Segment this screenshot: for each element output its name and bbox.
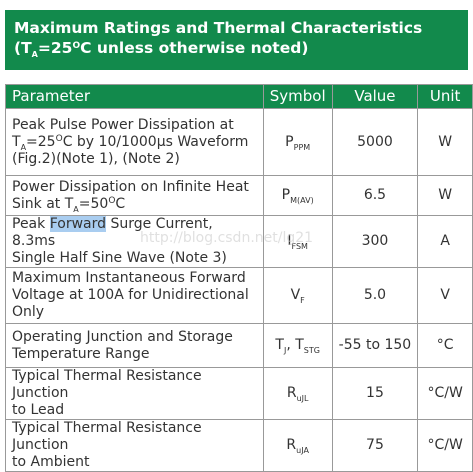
l: to Lead (12, 402, 65, 418)
t: P (281, 187, 291, 203)
t: Peak (12, 216, 50, 232)
unit: A (417, 215, 473, 268)
subtitle: (TA=25OC unless otherwise noted) (14, 38, 468, 59)
unit: °C (417, 323, 473, 368)
sup: O (72, 41, 81, 51)
t: R (286, 385, 297, 401)
col: Symbol (262, 84, 333, 109)
sub: STG (303, 346, 320, 355)
sym: VF (262, 267, 333, 324)
sub: FSM (291, 242, 308, 251)
value: 15 (331, 367, 419, 420)
watermark: http://blog.csdn.net/lg21 (140, 230, 314, 246)
sub: A (31, 50, 38, 59)
param: Maximum Instantaneous Forward Voltage at … (5, 267, 264, 324)
value: 5000 (331, 108, 419, 176)
l: Single Half Sine Wave (Note 3) (12, 250, 227, 266)
table: Parameter Symbol Value Unit Peak Pulse Powe… (5, 84, 473, 472)
l: TA=25OC by 10/1000µs Waveform (12, 133, 257, 152)
t: , T (286, 337, 304, 353)
sub: A (20, 142, 27, 152)
t: (T (14, 39, 32, 57)
l: (Fig.2)(Note 1), (Note 2) (12, 150, 180, 167)
t: T (275, 337, 284, 353)
t: V (290, 287, 301, 303)
col: Value (331, 84, 419, 109)
l: Only (12, 304, 45, 320)
unit: °C/W (417, 367, 473, 420)
l: to Ambient (12, 454, 90, 470)
t: T (12, 133, 21, 150)
sym: PM(AV) (262, 175, 333, 216)
unit: W (417, 108, 473, 176)
param: Operating Junction and Storage Temperatur… (5, 323, 264, 368)
l: Maximum Instantaneous Forward (12, 270, 246, 286)
l: Typical Thermal Resistance Junction (12, 420, 202, 453)
col: Unit (417, 84, 473, 109)
value: 300 (331, 215, 419, 268)
sub: M(AV) (290, 196, 314, 205)
sym: TJ, TSTG (262, 323, 333, 368)
t: I (287, 233, 292, 249)
sym: PPPM (262, 108, 333, 176)
t: =25 (26, 133, 56, 150)
sub: J (283, 346, 287, 355)
t: =25 (37, 39, 73, 57)
col: Parameter (5, 84, 264, 109)
t: =50 (78, 195, 109, 212)
param: Typical Thermal Resistance Junction to Am… (5, 419, 264, 472)
l: Typical Thermal Resistance Junction (12, 368, 202, 401)
page: Maximum Ratings and Thermal Characterist… (5, 10, 473, 472)
l: Peak Pulse Power Dissipation at (12, 116, 234, 133)
param: Peak Pulse Power Dissipation at TA=25OC b… (5, 108, 264, 176)
l: Temperature Range (12, 345, 150, 362)
sub: uJA (296, 446, 309, 455)
t: Surge Current, 8.3ms (12, 216, 213, 249)
unit: V (417, 267, 473, 324)
sub: PPM (293, 142, 311, 152)
t: C by 10/1000µs Waveform (62, 133, 249, 150)
value: 75 (331, 419, 419, 472)
l: Voltage at 100A for Unidirectional (12, 287, 249, 303)
l: Operating Junction and Storage (12, 328, 233, 345)
t: P (285, 133, 294, 150)
sub: uJL (296, 394, 309, 403)
t: R (286, 437, 297, 453)
title: Maximum Ratings and Thermal Characterist… (14, 19, 423, 37)
t: Sink at T (12, 195, 74, 212)
t: C (115, 195, 126, 212)
header: Maximum Ratings and Thermal Characterist… (5, 10, 468, 70)
selection: Forward (49, 216, 107, 232)
sup: O (55, 133, 63, 144)
param: Peak Forward Surge Current, 8.3ms Single … (5, 215, 264, 268)
sym: RuJA (262, 419, 333, 472)
l: Peak Forward Surge Current, 8.3ms (12, 216, 257, 250)
sym: RuJL (262, 367, 333, 420)
sub: A (73, 204, 79, 214)
unit: °C/W (417, 419, 473, 472)
l: Sink at TA=50OC (12, 195, 257, 214)
sub: F (300, 296, 305, 305)
l: Power Dissipation on Infinite Heat (12, 178, 249, 195)
value: 5.0 (331, 267, 419, 324)
t: C unless otherwise noted) (80, 39, 309, 57)
value: -55 to 150 (331, 323, 419, 368)
value: 6.5 (331, 175, 419, 216)
unit: W (417, 175, 473, 216)
param: Typical Thermal Resistance Junction to Le… (5, 367, 264, 420)
param: Power Dissipation on Infinite Heat Sink a… (5, 175, 264, 216)
sup: O (108, 195, 116, 206)
